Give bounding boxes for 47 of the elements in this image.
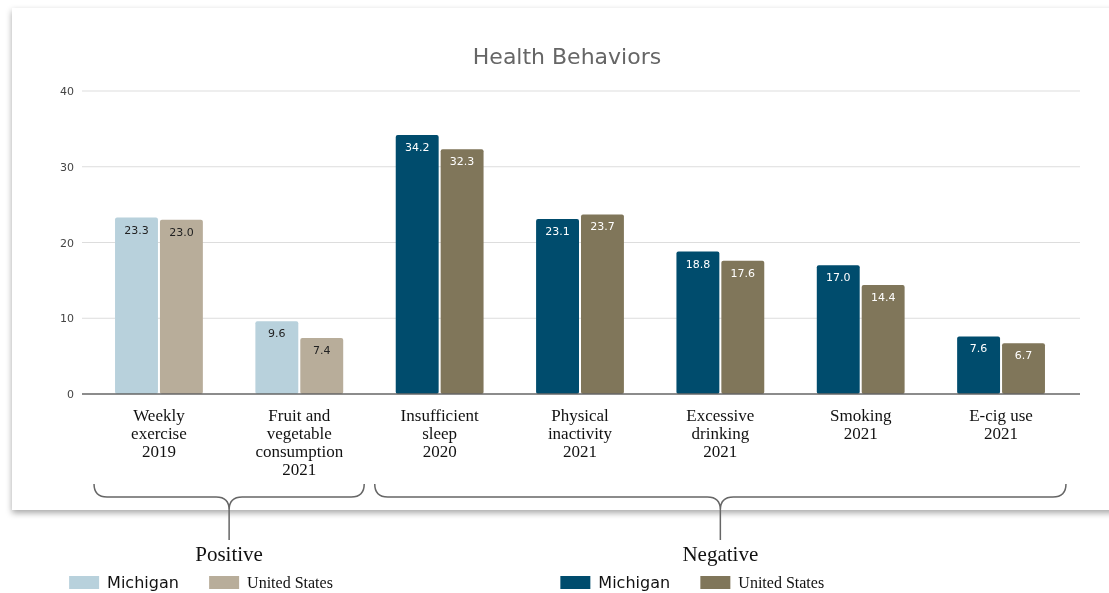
- data-label: 23.3: [124, 223, 149, 237]
- data-label: 32.3: [449, 155, 475, 169]
- bar: [1002, 343, 1045, 394]
- bar: [255, 321, 299, 394]
- y-tick-label: 30: [60, 160, 74, 174]
- text: Positive: [195, 542, 263, 566]
- data-label: 23.7: [590, 220, 615, 234]
- legend-label: United States: [247, 574, 333, 591]
- bar: [721, 260, 765, 394]
- data-label: 18.8: [685, 257, 711, 271]
- chart-title: Health Behaviors: [472, 44, 662, 69]
- data-label: 6.7: [1014, 349, 1033, 363]
- text: United States: [738, 574, 825, 591]
- bar: [440, 149, 484, 394]
- data-label: 17.6: [730, 266, 756, 280]
- bar: [581, 214, 624, 394]
- bar: [395, 134, 439, 394]
- bar: [957, 336, 1001, 394]
- y-tick-label: 0: [67, 388, 74, 401]
- bar: [159, 219, 203, 394]
- text: Michigan: [598, 573, 671, 592]
- data-label: 34.2: [404, 140, 430, 154]
- data-label: 17.0: [826, 271, 851, 285]
- x-tick-label: Excessive drinking 2021: [686, 406, 755, 461]
- x-tick-label: Smoking 2021: [830, 406, 892, 443]
- data-label: 23.1: [545, 225, 570, 239]
- x-tick-label: Physical inactivity 2021: [547, 406, 613, 461]
- bar: [115, 217, 158, 394]
- x-tick-label: Weekly exercise 2019: [131, 406, 187, 461]
- y-tick-label: 10: [60, 312, 74, 326]
- x-tick-label: Fruit and vegetable consumption 2021: [255, 406, 344, 479]
- data-label: 23.0: [169, 225, 194, 239]
- bar: [861, 284, 905, 394]
- bar: [300, 337, 344, 394]
- y-tick-label: 20: [60, 236, 74, 250]
- data-label: 9.6: [268, 327, 286, 341]
- bar: [816, 265, 860, 394]
- bar: [676, 251, 720, 394]
- legend-label: Michigan: [107, 573, 179, 592]
- y-tick-label: 40: [60, 85, 74, 98]
- text: Negative: [682, 542, 759, 566]
- data-label: 7.4: [313, 343, 331, 357]
- bar: [536, 219, 579, 394]
- data-label: 14.4: [870, 290, 896, 304]
- x-tick-label: Insufficient sleep 2020: [400, 406, 479, 461]
- x-tick-label: E-cig use 2021: [969, 406, 1033, 443]
- data-label: 7.6: [969, 342, 988, 356]
